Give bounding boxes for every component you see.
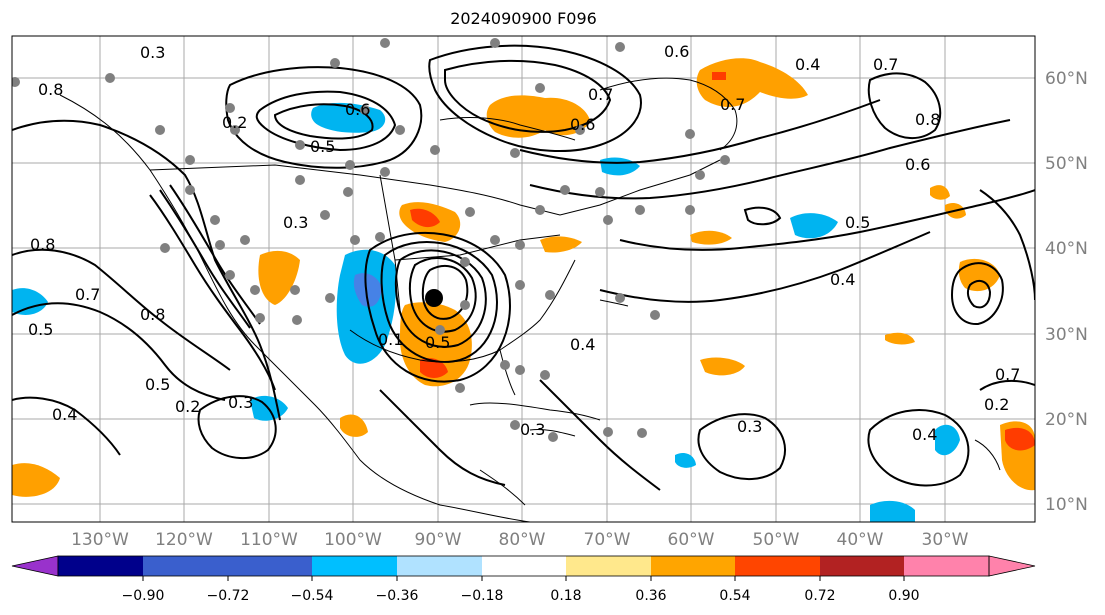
contour-label: 0.1 [378, 330, 403, 349]
contour-label: 0.8 [140, 305, 165, 324]
contour-label-group: 0.3 0.6 0.7 0.6 0.5 0.7 0.4 0.3 0.2 0.6 … [28, 42, 1020, 444]
contour-label: 0.6 [570, 115, 595, 134]
colorbar-tick-label: −0.90 [122, 588, 165, 604]
contour-label: 0.5 [145, 375, 170, 394]
contour-label: 0.8 [30, 235, 55, 254]
contour-label: 0.3 [283, 213, 308, 232]
lon-label: 30°W [922, 530, 969, 550]
contour-label: 0.6 [905, 155, 930, 174]
colorbar: −0.90 −0.72 −0.54 −0.36 −0.18 0.18 0.36 … [11, 555, 1036, 604]
lat-label: 50°N [1045, 154, 1088, 174]
contour-label: 0.4 [795, 55, 820, 74]
contour-label: 0.3 [737, 417, 762, 436]
colorbar-segment [143, 556, 228, 576]
contour-label: 0.7 [75, 285, 100, 304]
colorbar-extend-low [11, 555, 59, 577]
colorbar-tick-label: 0.72 [804, 588, 835, 604]
colorbar-tick-label: −0.72 [207, 588, 250, 604]
lat-label: 30°N [1045, 325, 1088, 345]
colorbar-segment [228, 556, 312, 576]
storm-center-marker [425, 289, 443, 307]
lon-label: 50°W [753, 530, 800, 550]
contour-label: 0.2 [984, 395, 1009, 414]
colorbar-segment [482, 556, 566, 576]
lon-label: 80°W [499, 530, 546, 550]
lat-label: 60°N [1045, 69, 1088, 89]
contour-label: 0.6 [345, 100, 370, 119]
contour-label: 0.4 [830, 270, 855, 289]
colorbar-tick-label: 0.36 [635, 588, 666, 604]
contour-label: 0.5 [310, 137, 335, 156]
lon-label: 90°W [415, 530, 462, 550]
contour-label: 0.2 [175, 397, 200, 416]
colorbar-segment [566, 556, 651, 576]
lon-label: 60°W [668, 530, 715, 550]
contour-label: 0.7 [588, 85, 613, 104]
contour-label: 0.3 [228, 393, 253, 412]
contour-label: 0.8 [38, 80, 63, 99]
lon-label: 130°W [71, 530, 129, 550]
colorbar-tick-label: −0.36 [376, 588, 419, 604]
lon-label: 110°W [240, 530, 298, 550]
contour-label: 0.3 [140, 43, 165, 62]
latitude-axis: 60°N 50°N 40°N 30°N 20°N 10°N [1045, 69, 1088, 515]
colorbar-tick-label: −0.54 [291, 588, 334, 604]
coastlines [59, 77, 1001, 522]
colorbar-tick-label: 0.90 [888, 588, 919, 604]
colorbar-extend-high [988, 555, 1036, 577]
contour-label: 0.7 [873, 55, 898, 74]
contour-label: 0.5 [425, 333, 450, 352]
contour-label: 0.5 [845, 213, 870, 232]
colorbar-tick-label: 0.18 [550, 588, 581, 604]
lon-label: 40°W [837, 530, 884, 550]
lon-label: 100°W [324, 530, 382, 550]
contour-label: 0.7 [720, 95, 745, 114]
contour-label: 0.4 [912, 425, 937, 444]
station-markers [12, 38, 730, 442]
colorbar-segment [397, 556, 482, 576]
colorbar-segment [904, 556, 989, 576]
colorbar-segment [58, 556, 143, 576]
contour-label: 0.6 [664, 42, 689, 61]
chart-title: 2024090900 F096 [450, 9, 597, 28]
contour-label: 0.3 [520, 420, 545, 439]
lon-label: 70°W [584, 530, 631, 550]
contour-label: 0.7 [995, 365, 1020, 384]
colorbar-segment [735, 556, 820, 576]
contour-label: 0.5 [28, 320, 53, 339]
colorbar-tick-label: −0.18 [461, 588, 504, 604]
longitude-axis: 130°W 120°W 110°W 100°W 90°W 80°W 70°W 6… [71, 530, 969, 550]
lat-label: 20°N [1045, 410, 1088, 430]
colorbar-segment [820, 556, 904, 576]
lat-label: 10°N [1045, 495, 1088, 515]
contour-label: 0.2 [222, 113, 247, 132]
colorbar-tick-label: 0.54 [719, 588, 750, 604]
contour-lines [12, 44, 1035, 491]
lon-label: 120°W [155, 530, 213, 550]
contour-label: 0.4 [570, 335, 595, 354]
lat-label: 40°N [1045, 239, 1088, 259]
contour-label: 0.8 [915, 110, 940, 129]
contour-label: 0.4 [52, 405, 77, 424]
colorbar-segment [651, 556, 735, 576]
map-border [11, 35, 1036, 523]
colorbar-segment [312, 556, 397, 576]
